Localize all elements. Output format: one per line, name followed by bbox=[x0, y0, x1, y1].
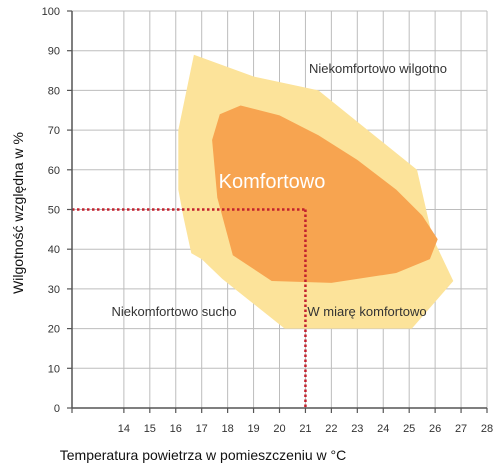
y-tick-label: 20 bbox=[48, 324, 60, 336]
x-tick-label: 19 bbox=[247, 423, 259, 435]
y-tick-label: 60 bbox=[48, 165, 60, 177]
zone-comfort-area bbox=[212, 105, 438, 283]
x-tick-label: 14 bbox=[118, 423, 130, 435]
x-tick-label: 25 bbox=[403, 423, 415, 435]
zone-label-dry: Niekomfortowo sucho bbox=[112, 304, 237, 319]
x-tick-label: 15 bbox=[144, 423, 156, 435]
x-tick-label: 21 bbox=[299, 423, 311, 435]
x-tick-label: 27 bbox=[455, 423, 467, 435]
x-tick-label: 16 bbox=[170, 423, 182, 435]
x-tick-label: 18 bbox=[222, 423, 234, 435]
x-tick-label: 23 bbox=[351, 423, 363, 435]
reference-lines bbox=[72, 208, 307, 408]
y-tick-label: 80 bbox=[48, 85, 60, 97]
tick-labels: 0 10 20 30 40 50 60 70 80 90 100 14 15 16 17 18 19 20 21 22… bbox=[42, 6, 493, 435]
x-tick-label: 20 bbox=[273, 423, 285, 435]
y-tick-label: 50 bbox=[48, 205, 60, 217]
zone-label-comfort: Komfortowo bbox=[219, 171, 326, 193]
y-tick-label: 90 bbox=[48, 46, 60, 58]
zone-label-humid: Niekomfortowo wilgotno bbox=[309, 61, 447, 76]
x-tick-label: 26 bbox=[429, 423, 441, 435]
y-tick-label: 10 bbox=[48, 363, 60, 375]
y-tick-label: 30 bbox=[48, 284, 60, 296]
y-axis-title: Wilgotność względna w % bbox=[10, 132, 26, 294]
y-tick-label: 0 bbox=[54, 403, 60, 415]
y-tick-label: 70 bbox=[48, 125, 60, 137]
zones bbox=[178, 54, 454, 329]
x-tick-label: 28 bbox=[481, 423, 493, 435]
axes bbox=[67, 10, 488, 413]
x-tick-label: 17 bbox=[196, 423, 208, 435]
y-tick-label: 40 bbox=[48, 244, 60, 256]
y-tick-label: 100 bbox=[42, 6, 60, 18]
x-tick-label: 24 bbox=[377, 423, 389, 435]
x-axis-title: Temperatura powietrza w pomieszczeniu w … bbox=[60, 447, 347, 463]
x-tick-label: 22 bbox=[325, 423, 337, 435]
zone-label-fair: W miarę komfortowo bbox=[307, 304, 426, 319]
